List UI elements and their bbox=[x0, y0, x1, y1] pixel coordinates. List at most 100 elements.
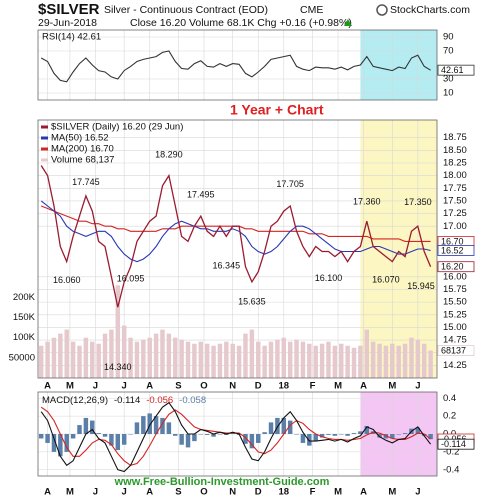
annotation: 18.290 bbox=[155, 149, 183, 159]
bar bbox=[275, 339, 280, 378]
bar bbox=[38, 345, 44, 378]
bar bbox=[153, 416, 159, 434]
bar bbox=[179, 339, 184, 378]
annotation: 15.635 bbox=[238, 297, 266, 307]
bar bbox=[90, 420, 95, 434]
bar bbox=[58, 434, 63, 457]
bar bbox=[70, 434, 76, 439]
bar bbox=[370, 341, 376, 378]
x-tick-label: M bbox=[388, 381, 396, 392]
x-tick-label: J bbox=[415, 487, 420, 498]
x-tick-label: J bbox=[93, 381, 98, 392]
legend-label: MA(200) 16.70 bbox=[51, 144, 114, 155]
bar bbox=[307, 434, 312, 446]
y-tick-label: 10 bbox=[443, 88, 454, 99]
exchange: CME bbox=[300, 4, 323, 16]
bar bbox=[160, 329, 165, 378]
bar bbox=[77, 345, 82, 378]
x-tick-label: M bbox=[388, 487, 396, 498]
bar bbox=[300, 434, 306, 443]
value-tag bbox=[437, 245, 475, 256]
source: StockCharts.com bbox=[390, 4, 470, 16]
bar bbox=[134, 422, 140, 434]
bar bbox=[339, 343, 344, 378]
x-tick-label: J bbox=[122, 381, 127, 392]
panel-border bbox=[37, 391, 438, 477]
bar bbox=[211, 345, 216, 378]
value-tag-label: 16.20 bbox=[441, 262, 464, 272]
bar bbox=[83, 337, 89, 378]
x-tick-label: A bbox=[146, 381, 153, 392]
value-tag bbox=[437, 345, 475, 356]
bar bbox=[326, 341, 331, 378]
bar bbox=[421, 343, 427, 378]
x-tick-label: J bbox=[122, 487, 127, 498]
bar bbox=[70, 341, 76, 378]
bar bbox=[383, 345, 389, 378]
y-tick-label: 15.50 bbox=[443, 297, 467, 308]
value-tag-label: 68137 bbox=[441, 345, 466, 355]
bar bbox=[134, 341, 140, 378]
bar bbox=[173, 337, 178, 378]
bar bbox=[351, 347, 357, 378]
bar bbox=[268, 341, 274, 378]
bar bbox=[64, 329, 69, 378]
bar bbox=[319, 343, 325, 378]
bar bbox=[294, 339, 299, 378]
bar bbox=[217, 434, 223, 435]
panel-border bbox=[37, 119, 438, 379]
bar bbox=[185, 434, 191, 448]
bar bbox=[415, 427, 421, 434]
x-tick-label: A bbox=[360, 487, 367, 498]
bar bbox=[326, 434, 331, 435]
bar bbox=[339, 434, 344, 435]
bar bbox=[313, 345, 318, 378]
legend-label: Volume 68,137 bbox=[51, 155, 114, 166]
bar bbox=[396, 434, 401, 435]
annotation: 16.345 bbox=[213, 261, 241, 271]
bar bbox=[109, 329, 114, 378]
bar bbox=[217, 343, 223, 378]
value-tag-label: 16.52 bbox=[441, 245, 464, 255]
annotation: 17.745 bbox=[72, 177, 100, 187]
x-tick-label: M bbox=[66, 487, 74, 498]
up-arrow bbox=[344, 19, 352, 26]
panel-title: MACD(12,26,9) -0.114 -0.056 -0.058 bbox=[42, 395, 206, 406]
x-tick-label: A bbox=[44, 381, 51, 392]
bar bbox=[358, 431, 363, 434]
panel-border bbox=[37, 29, 438, 101]
x-tick-label: 18 bbox=[278, 381, 289, 392]
x-tick-label: N bbox=[229, 487, 236, 498]
y-tick-label: 16.00 bbox=[443, 271, 467, 282]
x-tick-label: M bbox=[334, 487, 342, 498]
bar bbox=[300, 341, 306, 378]
x-tick-label: J bbox=[415, 381, 420, 392]
x-tick-label: O bbox=[200, 487, 207, 498]
value-tag-label: 16.70 bbox=[441, 236, 464, 246]
y-tick-label: 0.4 bbox=[443, 393, 456, 404]
value-tag bbox=[437, 64, 475, 76]
bar bbox=[109, 434, 114, 446]
annotation: 16.070 bbox=[372, 275, 400, 285]
bar bbox=[121, 434, 127, 445]
bar bbox=[281, 417, 287, 434]
bar bbox=[428, 350, 433, 378]
bar bbox=[358, 345, 363, 378]
bar bbox=[294, 434, 299, 435]
line bbox=[40, 200, 431, 263]
y-tick-label: 18.75 bbox=[443, 132, 467, 143]
legend-label: MA(50) 16.52 bbox=[51, 133, 109, 144]
y-tick-label: 15.75 bbox=[443, 284, 467, 295]
value-tag bbox=[437, 438, 475, 450]
bar bbox=[160, 417, 165, 434]
annotation: 17.360 bbox=[353, 196, 381, 206]
bar bbox=[211, 434, 216, 437]
bar bbox=[287, 420, 293, 434]
bar bbox=[415, 339, 421, 378]
y2-tick-label: 100K bbox=[13, 332, 36, 343]
bar bbox=[141, 416, 146, 434]
bar bbox=[249, 434, 255, 449]
y2-tick-label: 150K bbox=[13, 312, 36, 323]
highlight bbox=[360, 30, 437, 100]
annotation: 16.100 bbox=[315, 273, 343, 283]
